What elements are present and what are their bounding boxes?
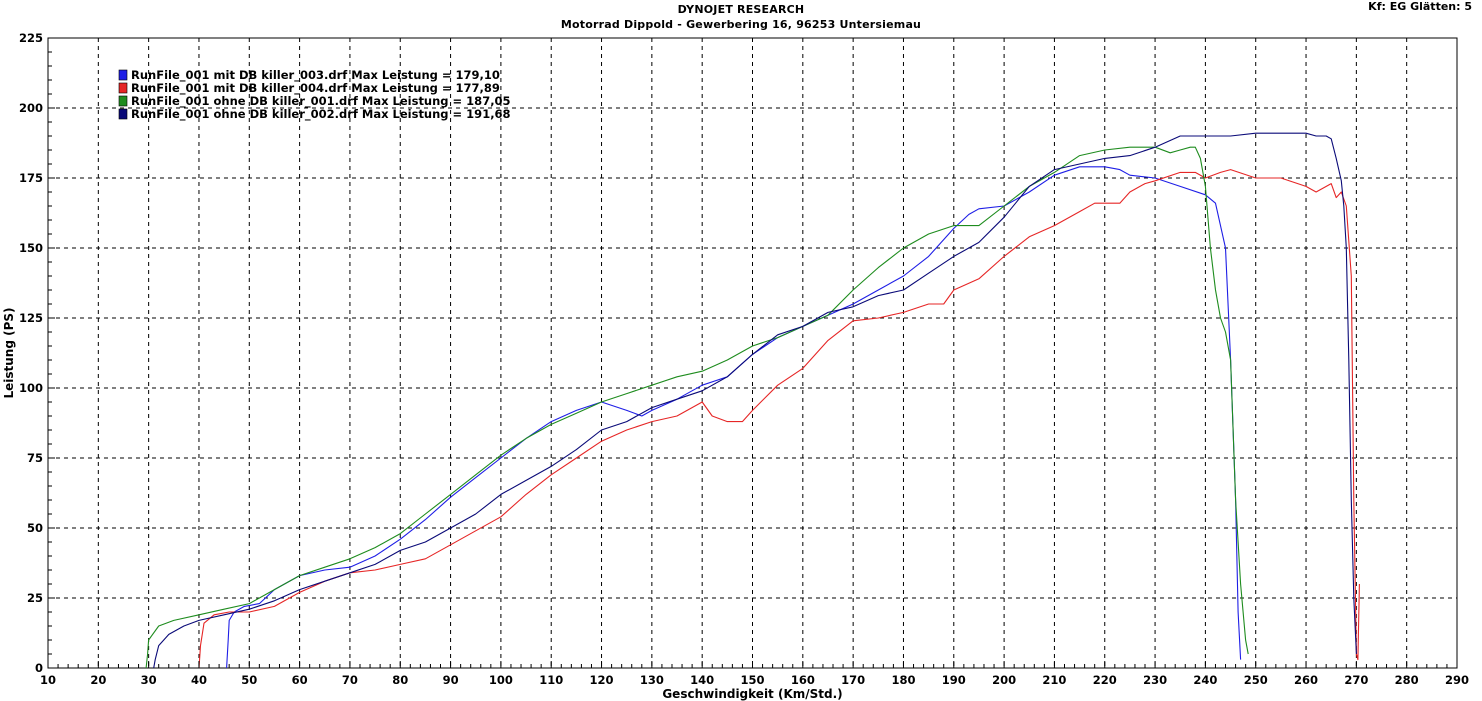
series-line-2 bbox=[198, 169, 1360, 669]
correction-info: Kf: EG Glätten: 5 bbox=[1368, 0, 1472, 13]
x-tick-label-210: 210 bbox=[1042, 673, 1066, 687]
y-tick-label-175: 175 bbox=[19, 171, 43, 185]
y-tick-label-225: 225 bbox=[19, 31, 43, 45]
x-tick-label-260: 260 bbox=[1294, 673, 1318, 687]
tick-labels: 10 20 30 40 50 60 70 80 90 100 110 120 130 140 150 160 1… bbox=[19, 31, 1469, 687]
y-tick-label-75: 75 bbox=[27, 451, 43, 465]
y-tick-label-100: 100 bbox=[19, 381, 43, 395]
tick-marks bbox=[47, 37, 1458, 669]
x-tick-label-140: 140 bbox=[690, 673, 714, 687]
x-tick-label-250: 250 bbox=[1244, 673, 1268, 687]
legend-swatch-1 bbox=[118, 69, 128, 81]
legend-swatch-4 bbox=[118, 108, 128, 120]
y-tick-label-150: 150 bbox=[19, 241, 43, 255]
series-group bbox=[145, 132, 1360, 669]
x-tick-label-40: 40 bbox=[191, 673, 207, 687]
x-tick-label-280: 280 bbox=[1395, 673, 1419, 687]
series-line-4 bbox=[153, 132, 1357, 669]
series-line-1 bbox=[226, 166, 1242, 669]
legend: RunFile_001 mit DB killer_003.drf Max Le… bbox=[118, 68, 511, 122]
x-tick-label-50: 50 bbox=[241, 673, 257, 687]
x-tick-label-190: 190 bbox=[942, 673, 966, 687]
x-tick-label-240: 240 bbox=[1193, 673, 1217, 687]
x-tick-label-90: 90 bbox=[443, 673, 459, 687]
legend-label-2: RunFile_001 mit DB killer_004.drf Max Le… bbox=[131, 81, 500, 96]
x-tick-label-150: 150 bbox=[740, 673, 764, 687]
x-axis-label: Geschwindigkeit (Km/Std.) bbox=[662, 687, 842, 701]
x-tick-label-230: 230 bbox=[1143, 673, 1167, 687]
legend-label-3: RunFile_001 ohne DB killer_001.drf Max L… bbox=[131, 94, 511, 109]
legend-label-1: RunFile_001 mit DB killer_003.drf Max Le… bbox=[131, 68, 500, 83]
x-tick-label-110: 110 bbox=[539, 673, 563, 687]
x-tick-label-220: 220 bbox=[1093, 673, 1117, 687]
y-tick-label-25: 25 bbox=[27, 591, 43, 605]
grid-lines bbox=[48, 38, 1457, 668]
x-tick-label-120: 120 bbox=[590, 673, 614, 687]
legend-swatch-2 bbox=[118, 82, 128, 94]
y-tick-label-0: 0 bbox=[35, 661, 43, 675]
x-tick-label-130: 130 bbox=[640, 673, 664, 687]
x-tick-label-20: 20 bbox=[90, 673, 106, 687]
legend-label-4: RunFile_001 ohne DB killer_002.drf Max L… bbox=[131, 107, 511, 122]
chart-subtitle: Motorrad Dippold - Gewerbering 16, 96253… bbox=[560, 18, 922, 31]
legend-swatch-3 bbox=[118, 95, 128, 107]
x-tick-label-30: 30 bbox=[141, 673, 157, 687]
x-tick-label-200: 200 bbox=[992, 673, 1016, 687]
x-tick-label-160: 160 bbox=[791, 673, 815, 687]
y-axis-label: Leistung (PS) bbox=[2, 307, 16, 398]
x-tick-label-80: 80 bbox=[392, 673, 408, 687]
x-tick-label-60: 60 bbox=[292, 673, 308, 687]
y-tick-label-50: 50 bbox=[27, 521, 43, 535]
x-tick-label-100: 100 bbox=[489, 673, 513, 687]
x-tick-label-70: 70 bbox=[342, 673, 358, 687]
y-tick-label-200: 200 bbox=[19, 101, 43, 115]
x-tick-label-10: 10 bbox=[40, 673, 56, 687]
x-tick-label-290: 290 bbox=[1445, 673, 1469, 687]
x-tick-label-170: 170 bbox=[841, 673, 865, 687]
y-tick-label-125: 125 bbox=[19, 311, 43, 325]
chart-title: DYNOJET RESEARCH bbox=[677, 3, 805, 16]
series-line-3 bbox=[145, 146, 1249, 669]
x-tick-label-270: 270 bbox=[1344, 673, 1368, 687]
x-tick-label-180: 180 bbox=[891, 673, 915, 687]
